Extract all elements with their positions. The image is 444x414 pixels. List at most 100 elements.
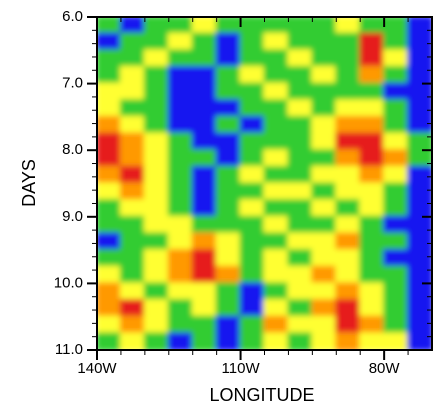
field-cell bbox=[191, 249, 218, 268]
field-cell bbox=[167, 315, 194, 335]
field-cell bbox=[191, 99, 218, 118]
field-cell bbox=[311, 199, 338, 218]
field-cell bbox=[407, 32, 432, 52]
field-cell bbox=[143, 165, 170, 185]
field-cell bbox=[287, 99, 314, 118]
field-cell bbox=[167, 332, 194, 350]
field-cell bbox=[215, 82, 242, 102]
field-cell bbox=[119, 132, 146, 152]
field-cell bbox=[119, 332, 146, 350]
field-cell bbox=[335, 65, 362, 85]
field-cell bbox=[239, 82, 266, 102]
field-cell bbox=[119, 182, 146, 202]
field-cell bbox=[215, 299, 242, 318]
field-cell bbox=[383, 249, 410, 268]
field-cell bbox=[263, 199, 290, 218]
field-cell bbox=[143, 332, 170, 350]
field-cell bbox=[359, 82, 386, 102]
field-cell bbox=[407, 199, 432, 218]
field-cell bbox=[119, 199, 146, 218]
field-cell bbox=[311, 265, 338, 285]
field-cell bbox=[215, 249, 242, 268]
field-cell bbox=[359, 332, 386, 350]
field-cell bbox=[407, 215, 432, 235]
field-cell bbox=[359, 249, 386, 268]
field-cell bbox=[359, 182, 386, 202]
field-cell bbox=[311, 165, 338, 185]
field-cell bbox=[311, 149, 338, 168]
field-cell bbox=[239, 49, 266, 68]
field-cell bbox=[167, 232, 194, 252]
field-cell bbox=[263, 32, 290, 52]
field-cell bbox=[359, 232, 386, 252]
field-cell bbox=[335, 199, 362, 218]
field-cell bbox=[97, 115, 122, 135]
field-cell bbox=[215, 17, 242, 35]
field-cell bbox=[143, 132, 170, 152]
field-cell bbox=[383, 199, 410, 218]
field-cell bbox=[407, 149, 432, 168]
x-tick-label: 140W bbox=[77, 360, 117, 377]
field-cell bbox=[215, 282, 242, 302]
field-cell bbox=[311, 32, 338, 52]
field-cell bbox=[263, 232, 290, 252]
field-cell bbox=[167, 49, 194, 68]
field-cell bbox=[119, 49, 146, 68]
field-cell bbox=[383, 49, 410, 68]
field-cell bbox=[359, 115, 386, 135]
field-cell bbox=[335, 182, 362, 202]
field-cell bbox=[311, 132, 338, 152]
field-cell bbox=[143, 315, 170, 335]
field-cell bbox=[263, 282, 290, 302]
field-cell bbox=[167, 282, 194, 302]
field-cell bbox=[383, 132, 410, 152]
field-cell bbox=[359, 32, 386, 52]
field-cell bbox=[143, 82, 170, 102]
field-cell bbox=[191, 215, 218, 235]
field-cell bbox=[191, 165, 218, 185]
field-cell bbox=[407, 249, 432, 268]
field-cell bbox=[97, 299, 122, 318]
field-cell bbox=[97, 82, 122, 102]
field-cell bbox=[215, 32, 242, 52]
field-cell bbox=[359, 65, 386, 85]
field-cell bbox=[287, 315, 314, 335]
field-cell bbox=[167, 115, 194, 135]
field-cell bbox=[119, 315, 146, 335]
y-tick-label: 7.0 bbox=[62, 75, 83, 92]
field-cell bbox=[119, 232, 146, 252]
field-cell bbox=[383, 65, 410, 85]
field-cell bbox=[383, 17, 410, 35]
field-cell bbox=[287, 82, 314, 102]
field-cell bbox=[311, 249, 338, 268]
field-cell bbox=[287, 215, 314, 235]
field-cell bbox=[191, 282, 218, 302]
field-cell bbox=[143, 17, 170, 35]
field-cell bbox=[239, 249, 266, 268]
field-cell bbox=[97, 32, 122, 52]
field-cell bbox=[335, 299, 362, 318]
field-cell bbox=[191, 32, 218, 52]
field-cell bbox=[119, 249, 146, 268]
field-cell bbox=[359, 299, 386, 318]
field-cell bbox=[359, 99, 386, 118]
field-cell bbox=[311, 332, 338, 350]
field-cell bbox=[383, 265, 410, 285]
field-cell bbox=[287, 32, 314, 52]
field-cell bbox=[311, 315, 338, 335]
field-cell bbox=[335, 215, 362, 235]
field-cell bbox=[215, 132, 242, 152]
field-cell bbox=[263, 49, 290, 68]
field-cell bbox=[167, 132, 194, 152]
field-cell bbox=[239, 165, 266, 185]
field-cell bbox=[263, 82, 290, 102]
field-cell bbox=[119, 299, 146, 318]
field-cell bbox=[119, 165, 146, 185]
field-cell bbox=[407, 299, 432, 318]
field-cell bbox=[287, 49, 314, 68]
field-cell bbox=[215, 99, 242, 118]
field-cell bbox=[383, 282, 410, 302]
field-cell bbox=[167, 32, 194, 52]
field-cell bbox=[191, 17, 218, 35]
field-cell bbox=[239, 199, 266, 218]
